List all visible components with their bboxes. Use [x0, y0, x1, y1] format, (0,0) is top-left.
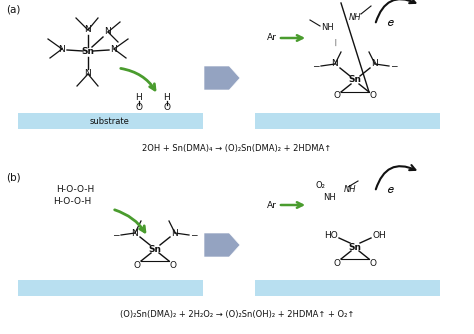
Text: N: N: [105, 27, 111, 36]
Text: −: −: [112, 230, 120, 239]
Bar: [255, 113, 440, 129]
Text: N: N: [372, 59, 378, 68]
Text: (b): (b): [6, 172, 21, 182]
Text: O: O: [164, 104, 171, 113]
Text: O₂: O₂: [315, 180, 325, 189]
Text: NH: NH: [344, 184, 356, 193]
Text: $\mathcal{e}$: $\mathcal{e}$: [386, 182, 394, 196]
Text: H: H: [164, 94, 170, 103]
Text: N: N: [132, 228, 138, 237]
Text: NH: NH: [322, 23, 334, 32]
Polygon shape: [204, 66, 240, 90]
Bar: [18, 280, 203, 296]
Text: O: O: [134, 261, 140, 270]
Text: N: N: [332, 59, 338, 68]
Text: $\mathcal{e}$: $\mathcal{e}$: [386, 15, 394, 29]
Text: OH: OH: [372, 230, 386, 239]
Text: NH: NH: [324, 192, 337, 201]
Text: │: │: [333, 38, 337, 45]
Text: N: N: [85, 69, 91, 78]
Text: substrate: substrate: [90, 117, 130, 126]
Text: O: O: [370, 259, 376, 268]
Text: −: −: [190, 230, 198, 239]
Text: 2OH + Sn(DMA)₄ → (O)₂Sn(DMA)₂ + 2HDMA↑: 2OH + Sn(DMA)₄ → (O)₂Sn(DMA)₂ + 2HDMA↑: [142, 144, 332, 153]
Text: H-O-O-H: H-O-O-H: [53, 197, 91, 206]
Text: H-O-O-H: H-O-O-H: [56, 184, 94, 193]
Text: O: O: [334, 259, 340, 268]
Text: O: O: [170, 261, 176, 270]
Text: −: −: [312, 61, 320, 70]
Text: Sn: Sn: [82, 47, 94, 56]
Text: Sn: Sn: [348, 75, 362, 85]
Text: N: N: [172, 228, 178, 237]
Text: N: N: [110, 44, 118, 53]
Text: N: N: [85, 25, 91, 34]
Text: Sn: Sn: [148, 244, 162, 254]
Text: Ar: Ar: [267, 33, 277, 42]
Text: O: O: [370, 92, 376, 101]
Text: HO: HO: [324, 230, 338, 239]
Text: Sn: Sn: [348, 242, 362, 252]
Text: H: H: [136, 94, 142, 103]
Text: −: −: [390, 61, 398, 70]
Text: NH: NH: [349, 13, 361, 22]
Text: (O)₂Sn(DMA)₂ + 2H₂O₂ → (O)₂Sn(OH)₂ + 2HDMA↑ + O₂↑: (O)₂Sn(DMA)₂ + 2H₂O₂ → (O)₂Sn(OH)₂ + 2HD…: [120, 311, 354, 320]
Bar: [18, 113, 203, 129]
Text: O: O: [334, 92, 340, 101]
Text: O: O: [136, 104, 143, 113]
Text: (a): (a): [6, 5, 20, 15]
Bar: [255, 280, 440, 296]
Polygon shape: [204, 233, 240, 257]
Text: N: N: [59, 44, 65, 53]
Text: Ar: Ar: [267, 200, 277, 209]
